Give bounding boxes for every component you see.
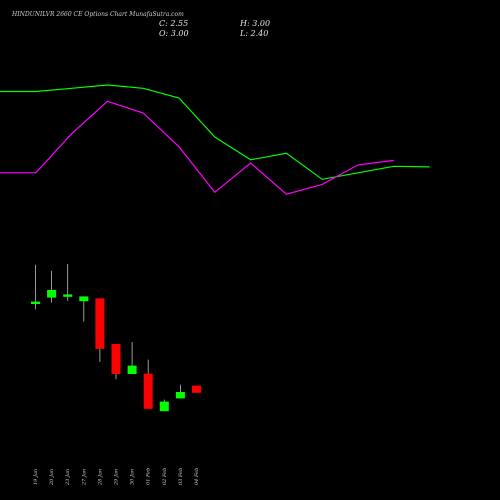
candle-body (79, 296, 89, 302)
x-tick-label: 30 Jan (130, 469, 136, 485)
candle-6 (127, 342, 137, 374)
candle-body (192, 385, 201, 393)
x-axis: 19 Jan 20 Jan 23 Jan 27 Jan 28 Jan 29 Jan 30 J… (33, 468, 200, 486)
candle-body (127, 365, 137, 374)
x-tick-label: 04 Feb (194, 468, 200, 485)
x-tick-label: 01 Feb (146, 468, 152, 485)
candle-0 (31, 264, 40, 310)
candle-3 (79, 296, 89, 322)
candle-1 (47, 270, 57, 303)
low-value: L: 2.40 (240, 29, 269, 38)
x-tick-label: 23 Jan (65, 469, 71, 486)
chart-title: HINDUNILVR 2660 CE Options Chart MunafaS… (12, 11, 184, 18)
close-value: C: 2.55 (159, 19, 189, 28)
x-tick-label: 03 Feb (178, 468, 184, 485)
x-tick-label: 02 Feb (162, 468, 168, 485)
candle-body (95, 298, 105, 349)
candle-8 (159, 399, 169, 412)
candle-7 (143, 359, 153, 409)
candle-body (63, 294, 73, 297)
candle-body (159, 401, 169, 412)
x-tick-label: 20 Jan (49, 469, 55, 486)
high-value: H: 3.00 (240, 19, 271, 28)
candle-body (31, 301, 40, 304)
candle-10 (192, 385, 201, 393)
open-value: O: 3.00 (159, 29, 189, 38)
candle-body (175, 392, 185, 399)
upper-band-line (0, 84, 430, 180)
lower-band-line (0, 100, 394, 195)
candle-4 (95, 298, 105, 362)
bands-layer (0, 84, 430, 195)
candle-2 (63, 264, 73, 301)
candle-body (111, 344, 121, 374)
candle-body (143, 373, 153, 409)
x-tick-label: 29 Jan (114, 469, 120, 486)
x-tick-label: 28 Jan (97, 469, 103, 486)
x-tick-label: 19 Jan (33, 469, 39, 485)
candle-5 (111, 344, 121, 380)
x-tick-label: 27 Jan (81, 469, 87, 486)
candles-layer (31, 264, 201, 412)
candle-9 (175, 384, 185, 399)
candle-body (47, 290, 57, 298)
